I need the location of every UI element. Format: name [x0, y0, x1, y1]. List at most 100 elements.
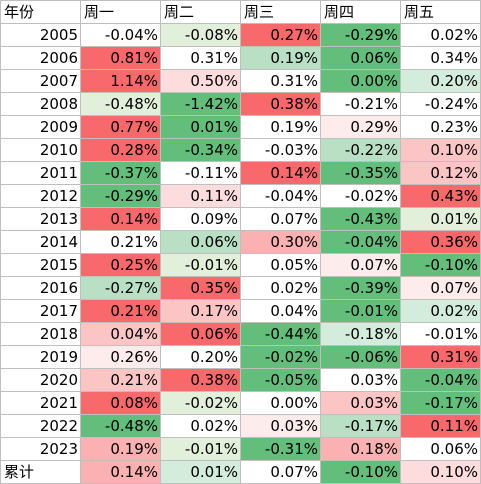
value-cell-monday[interactable]: 0.21%: [80, 299, 161, 323]
value-cell-wednesday[interactable]: 0.05%: [240, 253, 321, 277]
value-cell-monday[interactable]: 0.08%: [80, 391, 161, 415]
value-cell-tuesday[interactable]: -0.02%: [160, 391, 241, 415]
value-cell-monday[interactable]: 0.04%: [80, 322, 161, 346]
value-cell-tuesday[interactable]: 0.06%: [160, 322, 241, 346]
value-cell-monday[interactable]: -0.37%: [80, 161, 161, 185]
value-cell-thursday[interactable]: -0.02%: [320, 184, 401, 208]
value-cell-tuesday[interactable]: 0.11%: [160, 184, 241, 208]
value-cell-monday[interactable]: 0.21%: [80, 368, 161, 392]
value-cell-thursday[interactable]: 0.18%: [320, 437, 401, 461]
value-cell-wednesday[interactable]: -0.02%: [240, 345, 321, 369]
value-cell-monday[interactable]: 0.28%: [80, 138, 161, 162]
value-cell-wednesday[interactable]: -0.03%: [240, 138, 321, 162]
year-cell[interactable]: 2022: [0, 414, 81, 438]
value-cell-friday[interactable]: -0.24%: [400, 92, 481, 116]
year-cell[interactable]: 2019: [0, 345, 81, 369]
value-cell-thursday[interactable]: -0.39%: [320, 276, 401, 300]
header-monday[interactable]: 周一: [80, 0, 161, 24]
value-cell-friday[interactable]: -0.01%: [400, 322, 481, 346]
value-cell-monday[interactable]: 0.21%: [80, 230, 161, 254]
total-label-cell[interactable]: 累计: [0, 460, 81, 484]
value-cell-friday[interactable]: 0.10%: [400, 460, 481, 484]
value-cell-thursday[interactable]: -0.35%: [320, 161, 401, 185]
value-cell-wednesday[interactable]: -0.05%: [240, 368, 321, 392]
year-cell[interactable]: 2012: [0, 184, 81, 208]
value-cell-tuesday[interactable]: 0.09%: [160, 207, 241, 231]
value-cell-friday[interactable]: 0.02%: [400, 23, 481, 47]
value-cell-tuesday[interactable]: 0.02%: [160, 414, 241, 438]
value-cell-monday[interactable]: 0.14%: [80, 207, 161, 231]
value-cell-tuesday[interactable]: -0.34%: [160, 138, 241, 162]
value-cell-tuesday[interactable]: 0.50%: [160, 69, 241, 93]
value-cell-tuesday[interactable]: -0.08%: [160, 23, 241, 47]
value-cell-monday[interactable]: 0.14%: [80, 460, 161, 484]
value-cell-monday[interactable]: 0.25%: [80, 253, 161, 277]
value-cell-thursday[interactable]: -0.22%: [320, 138, 401, 162]
value-cell-friday[interactable]: 0.20%: [400, 69, 481, 93]
year-cell[interactable]: 2021: [0, 391, 81, 415]
value-cell-thursday[interactable]: -0.21%: [320, 92, 401, 116]
year-cell[interactable]: 2020: [0, 368, 81, 392]
year-cell[interactable]: 2011: [0, 161, 81, 185]
year-cell[interactable]: 2015: [0, 253, 81, 277]
value-cell-wednesday[interactable]: -0.04%: [240, 184, 321, 208]
value-cell-friday[interactable]: 0.12%: [400, 161, 481, 185]
value-cell-tuesday[interactable]: -0.01%: [160, 437, 241, 461]
value-cell-thursday[interactable]: -0.17%: [320, 414, 401, 438]
value-cell-monday[interactable]: 0.19%: [80, 437, 161, 461]
year-cell[interactable]: 2013: [0, 207, 81, 231]
year-cell[interactable]: 2023: [0, 437, 81, 461]
value-cell-friday[interactable]: 0.34%: [400, 46, 481, 70]
value-cell-thursday[interactable]: -0.43%: [320, 207, 401, 231]
value-cell-monday[interactable]: -0.27%: [80, 276, 161, 300]
value-cell-tuesday[interactable]: 0.31%: [160, 46, 241, 70]
value-cell-thursday[interactable]: 0.00%: [320, 69, 401, 93]
value-cell-wednesday[interactable]: -0.44%: [240, 322, 321, 346]
year-cell[interactable]: 2005: [0, 23, 81, 47]
year-cell[interactable]: 2010: [0, 138, 81, 162]
value-cell-tuesday[interactable]: 0.35%: [160, 276, 241, 300]
value-cell-monday[interactable]: -0.04%: [80, 23, 161, 47]
value-cell-wednesday[interactable]: 0.19%: [240, 115, 321, 139]
value-cell-tuesday[interactable]: -0.01%: [160, 253, 241, 277]
value-cell-thursday[interactable]: 0.03%: [320, 391, 401, 415]
value-cell-tuesday[interactable]: 0.01%: [160, 460, 241, 484]
value-cell-thursday[interactable]: -0.06%: [320, 345, 401, 369]
value-cell-thursday[interactable]: -0.29%: [320, 23, 401, 47]
value-cell-friday[interactable]: 0.36%: [400, 230, 481, 254]
value-cell-thursday[interactable]: 0.07%: [320, 253, 401, 277]
value-cell-wednesday[interactable]: 0.38%: [240, 92, 321, 116]
value-cell-friday[interactable]: 0.01%: [400, 207, 481, 231]
value-cell-wednesday[interactable]: 0.19%: [240, 46, 321, 70]
value-cell-monday[interactable]: 0.81%: [80, 46, 161, 70]
value-cell-wednesday[interactable]: 0.07%: [240, 207, 321, 231]
value-cell-friday[interactable]: 0.06%: [400, 437, 481, 461]
value-cell-tuesday[interactable]: 0.01%: [160, 115, 241, 139]
value-cell-monday[interactable]: 1.14%: [80, 69, 161, 93]
value-cell-tuesday[interactable]: 0.06%: [160, 230, 241, 254]
value-cell-monday[interactable]: -0.29%: [80, 184, 161, 208]
value-cell-friday[interactable]: 0.23%: [400, 115, 481, 139]
year-cell[interactable]: 2006: [0, 46, 81, 70]
value-cell-friday[interactable]: -0.10%: [400, 253, 481, 277]
header-wednesday[interactable]: 周三: [240, 0, 321, 24]
year-cell[interactable]: 2016: [0, 276, 81, 300]
value-cell-thursday[interactable]: -0.18%: [320, 322, 401, 346]
header-year[interactable]: 年份: [0, 0, 81, 24]
value-cell-thursday[interactable]: -0.04%: [320, 230, 401, 254]
year-cell[interactable]: 2018: [0, 322, 81, 346]
value-cell-friday[interactable]: 0.02%: [400, 299, 481, 323]
value-cell-monday[interactable]: 0.77%: [80, 115, 161, 139]
value-cell-tuesday[interactable]: 0.20%: [160, 345, 241, 369]
value-cell-wednesday[interactable]: 0.30%: [240, 230, 321, 254]
year-cell[interactable]: 2008: [0, 92, 81, 116]
year-cell[interactable]: 2014: [0, 230, 81, 254]
value-cell-thursday[interactable]: 0.03%: [320, 368, 401, 392]
value-cell-thursday[interactable]: 0.06%: [320, 46, 401, 70]
value-cell-wednesday[interactable]: -0.31%: [240, 437, 321, 461]
header-friday[interactable]: 周五: [400, 0, 481, 24]
value-cell-friday[interactable]: -0.17%: [400, 391, 481, 415]
year-cell[interactable]: 2017: [0, 299, 81, 323]
value-cell-friday[interactable]: -0.04%: [400, 368, 481, 392]
value-cell-wednesday[interactable]: 0.00%: [240, 391, 321, 415]
